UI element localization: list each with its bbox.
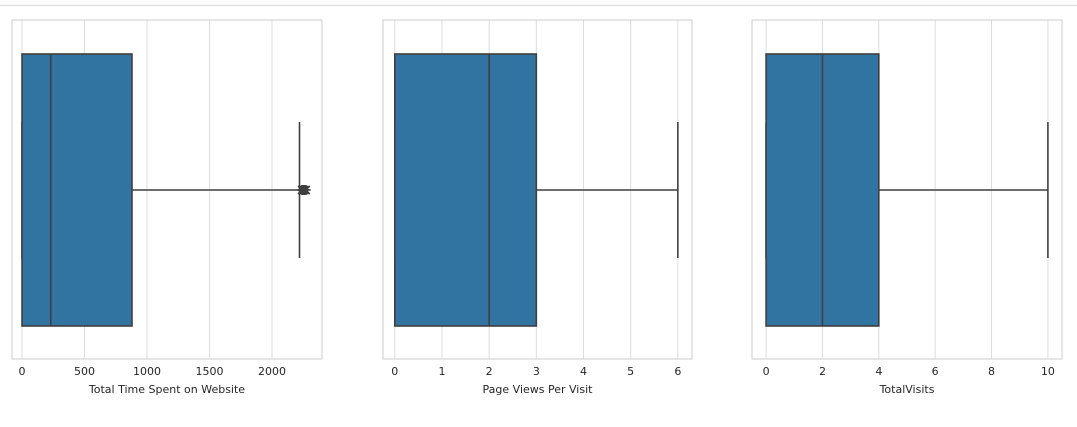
- x-tick-label: 1000: [133, 365, 161, 378]
- x-tick-label: 2: [819, 365, 826, 378]
- x-tick-label: 5: [627, 365, 634, 378]
- x-tick-label: 6: [932, 365, 939, 378]
- x-axis-label: Total Time Spent on Website: [88, 383, 245, 396]
- x-tick-label: 0: [19, 365, 26, 378]
- panel-2: 0 1 2 3 4 5 6 Page Views Per Visit: [382, 19, 693, 396]
- x-tick-label: 4: [875, 365, 882, 378]
- plot-frame: [11, 19, 323, 360]
- iqr-box: [393, 53, 538, 327]
- panel-1: 0 500 1000 1500 2000 Total Time Spent on Webs…: [11, 19, 323, 396]
- x-tick-label: 3: [533, 365, 540, 378]
- x-tick-label: 2: [486, 365, 493, 378]
- plot-frame: [751, 19, 1063, 360]
- x-tick-label: 1500: [196, 365, 224, 378]
- x-axis-label: Page Views Per Visit: [483, 383, 594, 396]
- x-tick-label: 4: [580, 365, 587, 378]
- panel-3: 0 2 4 6 8 10 TotalVisits: [751, 19, 1063, 396]
- x-tick-label: 2000: [258, 365, 286, 378]
- x-tick-label: 0: [763, 365, 770, 378]
- outlier-point: [300, 185, 311, 195]
- x-tick-label: 1: [438, 365, 445, 378]
- x-tick-label: 0: [391, 365, 398, 378]
- top-border: [0, 0, 1077, 6]
- x-axis-label: TotalVisits: [879, 383, 935, 396]
- x-tick-label: 500: [74, 365, 95, 378]
- x-tick-label: 6: [674, 365, 681, 378]
- iqr-box: [21, 53, 133, 327]
- x-tick-label: 10: [1041, 365, 1055, 378]
- x-tick-label: 8: [988, 365, 995, 378]
- plot-frame: [382, 19, 693, 360]
